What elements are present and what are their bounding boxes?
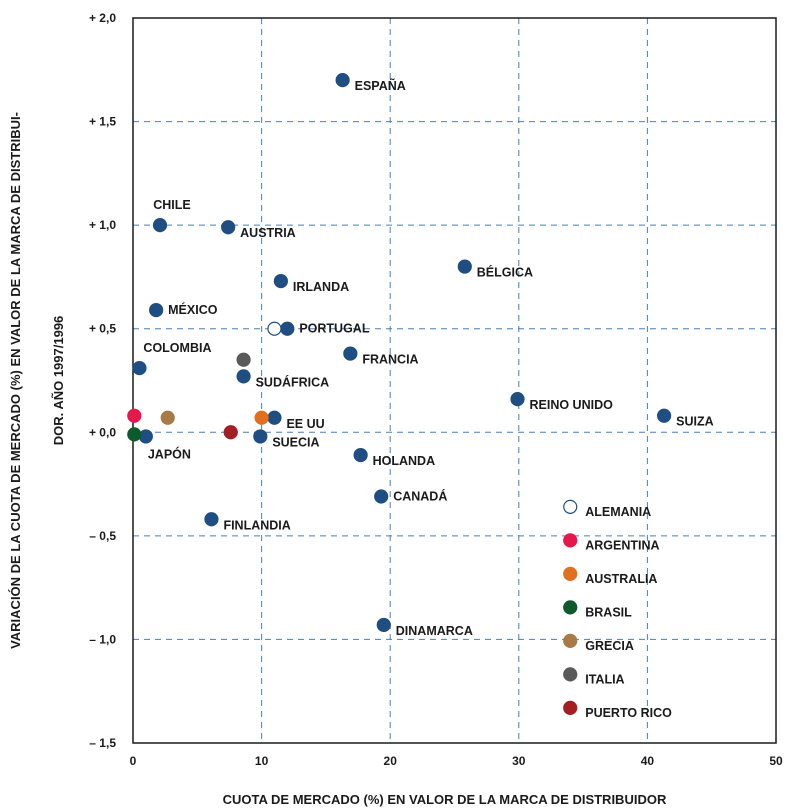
x-tick-label: 10: [255, 754, 269, 768]
y-axis-title: VARIACIÓN DE LA CUOTA DE MERCADO (%) EN …: [8, 112, 66, 649]
y-tick-label: + 2,0: [89, 11, 116, 25]
y-tick-label: – 1,0: [89, 632, 116, 646]
legend-label-argentina: ARGENTINA: [585, 538, 659, 552]
point-label-españa: ESPAÑA: [355, 78, 406, 93]
point-label-japón: JAPÓN: [148, 446, 191, 461]
x-tick-label: 20: [384, 754, 398, 768]
point-label-colombia: COLOMBIA: [143, 341, 211, 355]
point-label-irlanda: IRLANDA: [293, 280, 349, 294]
point-label-méxico: MÉXICO: [168, 302, 218, 317]
legend-label-puerto-rico: PUERTO RICO: [585, 706, 672, 720]
point-grecia: [160, 410, 175, 425]
x-tick-label: 0: [130, 754, 137, 768]
point-label-dinamarca: DINAMARCA: [396, 624, 473, 638]
point-austria: [221, 220, 236, 235]
point-argentina: [127, 408, 142, 423]
point-chile: [152, 218, 168, 233]
point-japón: [138, 429, 153, 444]
point-label-francia: FRANCIA: [362, 353, 418, 367]
x-axis-ticks: 0 10 20 30 40 50: [130, 754, 783, 768]
legend-marker-italia: [563, 667, 578, 682]
grid-lines: [133, 18, 776, 743]
legend-marker-grecia: [563, 633, 578, 648]
legend-label-italia: ITALIA: [585, 672, 624, 686]
point-label-reino-unido: REINO UNIDO: [530, 398, 614, 412]
point-méxico: [149, 302, 164, 318]
x-axis-title: CUOTA DE MERCADO (%) EN VALOR DE LA MARC…: [223, 792, 667, 807]
y-tick-label: + 0,0: [89, 425, 116, 439]
point-portugal: [280, 321, 295, 336]
y-tick-label: + 1,5: [89, 115, 116, 129]
x-tick-label: 40: [641, 754, 655, 768]
point-label-holanda: HOLANDA: [373, 454, 436, 468]
y-tick-label: + 0,5: [89, 322, 116, 336]
y-tick-label: – 0,5: [89, 529, 116, 543]
point-italia: [236, 352, 251, 367]
point-ee-uu: [267, 410, 282, 425]
legend-marker-puerto-rico: [563, 700, 578, 715]
y-axis-title-line2: DOR. AÑO 1997/1996: [51, 316, 66, 446]
point-suiza: [657, 408, 672, 423]
point-suecia: [253, 429, 268, 444]
point-label-sudáfrica: SUDÁFRICA: [256, 374, 330, 389]
point-australia: [254, 410, 269, 425]
x-tick-label: 30: [512, 754, 526, 768]
point-alemania: [267, 321, 282, 336]
point-bélgica: [457, 259, 472, 274]
point-canadá: [374, 489, 389, 504]
point-irlanda: [273, 273, 288, 289]
point-label-suiza: SUIZA: [676, 415, 714, 429]
legend-label-grecia: GRECIA: [585, 639, 634, 653]
point-colombia: [132, 360, 147, 376]
point-reino-unido: [510, 392, 525, 407]
point-francia: [343, 346, 358, 361]
x-tick-label: 50: [769, 754, 783, 768]
y-tick-label: – 1,5: [89, 736, 116, 750]
legend-marker-australia: [563, 566, 578, 581]
point-holanda: [353, 447, 368, 463]
legend-marker-brasil: [563, 600, 578, 615]
legend-marker-argentina: [563, 533, 578, 548]
legend-marker-alemania: [563, 499, 578, 514]
point-label-bélgica: BÉLGICA: [477, 265, 533, 280]
point-label-canadá: CANADÁ: [393, 489, 447, 504]
point-label-finlandia: FINLANDIA: [223, 518, 290, 532]
point-españa: [335, 73, 350, 88]
point-label-suecia: SUECIA: [272, 435, 319, 449]
point-dinamarca: [376, 617, 391, 633]
y-axis-ticks: + 2,0 + 1,5 + 1,0 + 0,5 + 0,0 – 0,5 – 1,0 – 1,5: [89, 11, 116, 750]
data-points: ESPAÑA CHILE AUSTRIA IRLANDA BÉLGICA MÉXICO PO…: [127, 73, 714, 638]
y-tick-label: + 1,0: [89, 218, 116, 232]
point-finlandia: [204, 512, 219, 527]
plot-area-frame: [132, 17, 777, 744]
point-sudáfrica: [236, 369, 251, 384]
legend-label-australia: AUSTRALIA: [585, 572, 657, 586]
y-axis-title-line1: VARIACIÓN DE LA CUOTA DE MERCADO (%) EN …: [8, 112, 23, 649]
point-label-chile: CHILE: [153, 198, 191, 212]
legend-label-alemania: ALEMANIA: [585, 505, 651, 519]
point-label-ee-uu: EE UU: [286, 417, 324, 431]
legend-label-brasil: BRASIL: [585, 605, 632, 619]
point-puerto-rico: [223, 425, 238, 440]
legend: ALEMANIA ARGENTINA AUSTRALIA BRASIL GRECIA IT…: [563, 499, 672, 720]
point-label-portugal: PORTUGAL: [299, 322, 370, 336]
point-label-austria: AUSTRIA: [240, 226, 296, 240]
point-brasil: [127, 427, 142, 442]
